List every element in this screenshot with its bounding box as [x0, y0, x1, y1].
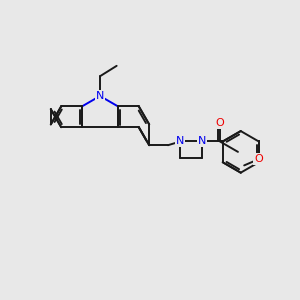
- Text: N: N: [198, 136, 206, 146]
- Text: O: O: [216, 118, 224, 128]
- Text: N: N: [176, 136, 184, 146]
- Text: O: O: [254, 154, 263, 164]
- Text: N: N: [96, 91, 104, 101]
